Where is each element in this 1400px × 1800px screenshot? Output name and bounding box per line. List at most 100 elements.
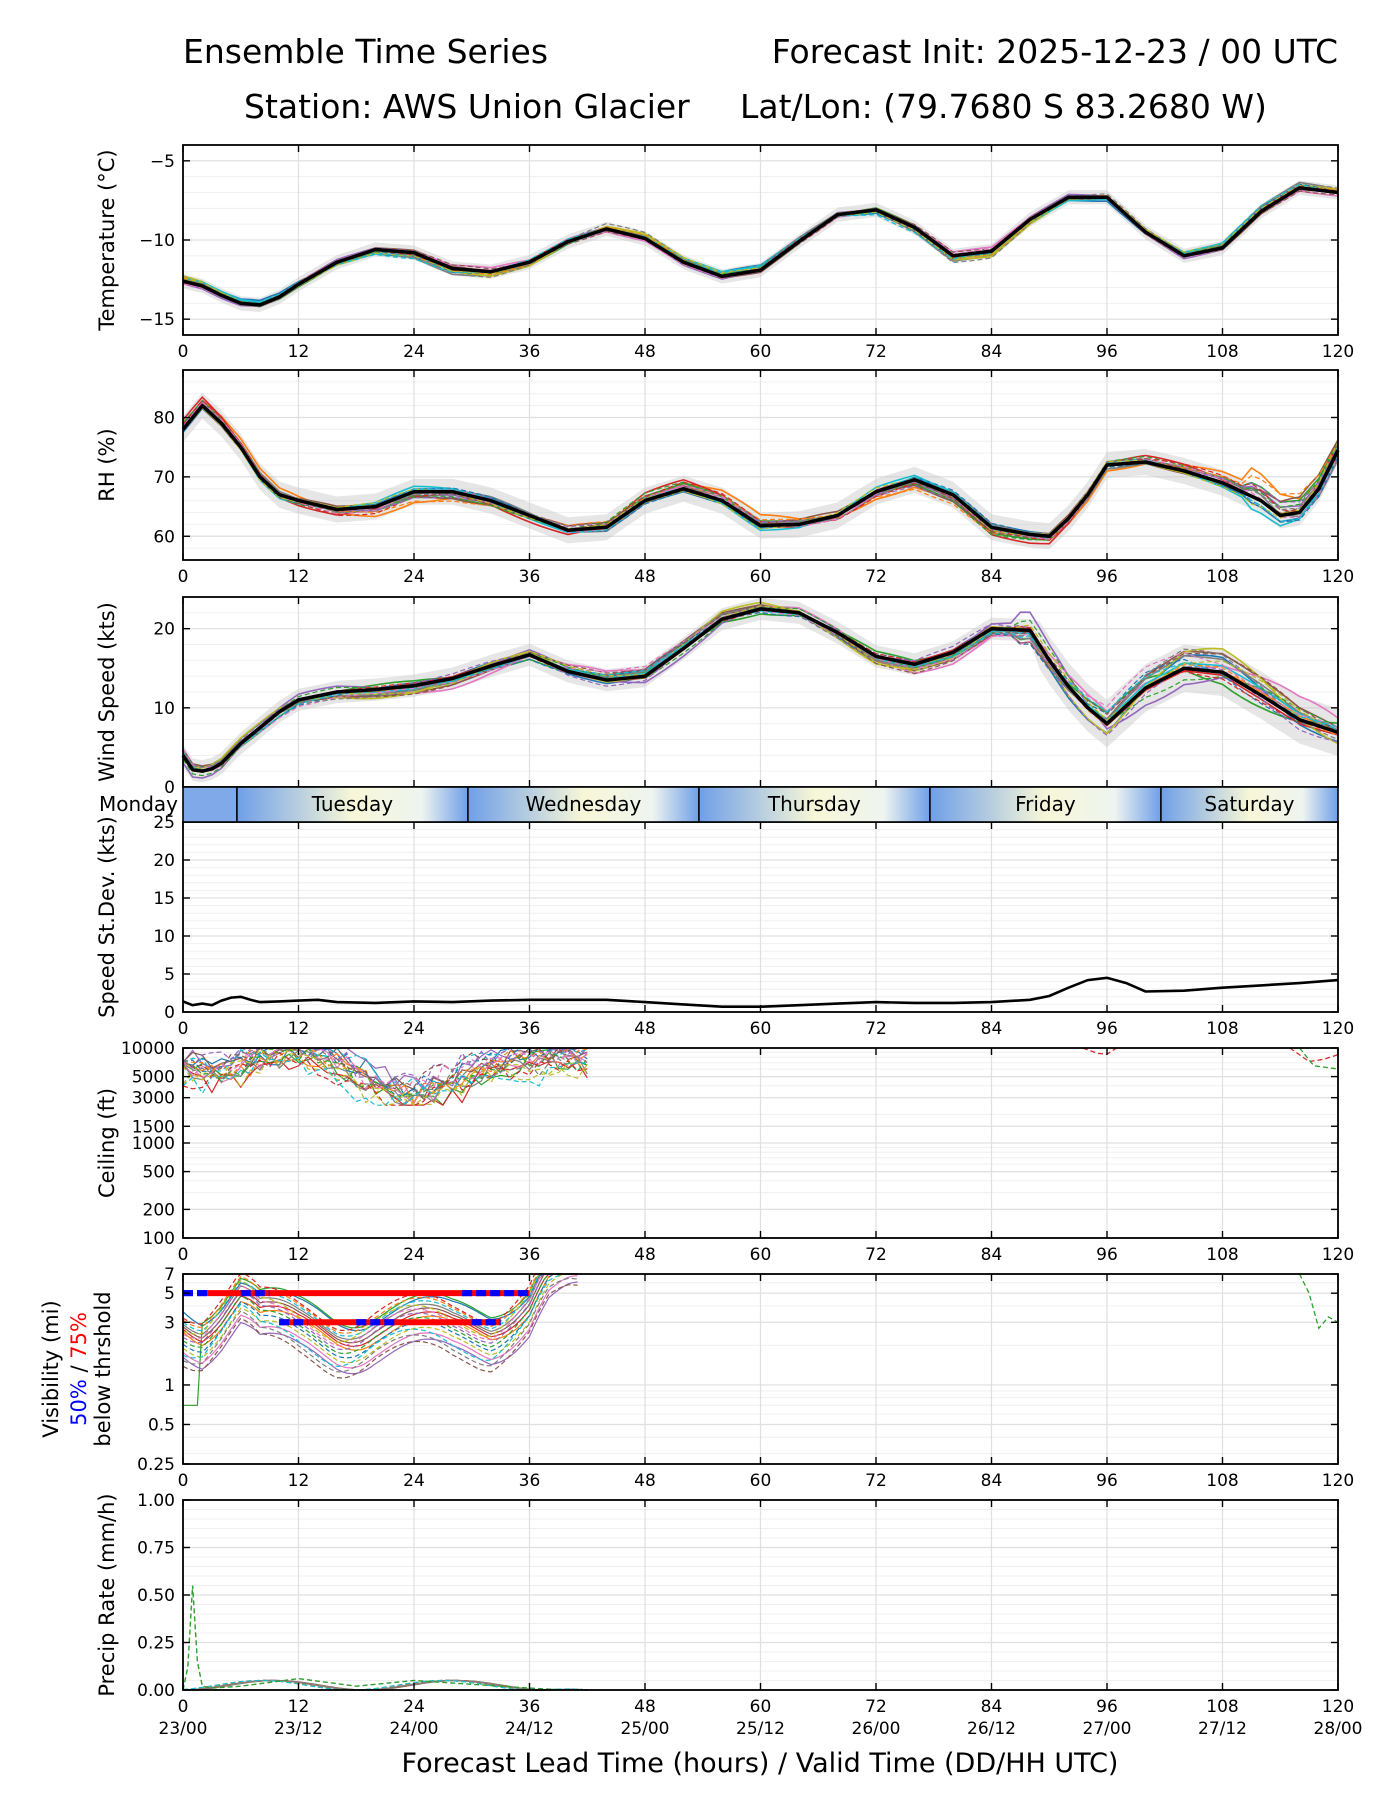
day-strip-frame	[182, 786, 1339, 823]
ceiling-member-line	[182, 1053, 588, 1106]
ceiling-x-tick-label: 60	[750, 1245, 772, 1265]
ceiling-x-tick-label: 84	[981, 1245, 1003, 1265]
speed_stdev-x-tick-label: 96	[1096, 1019, 1118, 1039]
ceiling-member-line	[182, 1047, 588, 1090]
visibility-member-line	[182, 1273, 578, 1334]
rh-x-tick-label: 48	[634, 567, 656, 587]
rh-member-line	[182, 405, 1339, 537]
station-label: Station: AWS Union Glacier	[244, 87, 690, 126]
rh-x-tick-label: 120	[1322, 567, 1354, 587]
panel-wind_speed	[181, 596, 1339, 788]
rh-member-line	[182, 399, 1339, 541]
rh-y-tick-label: 60	[153, 527, 175, 547]
precip-x-tick-label: 60	[750, 1697, 772, 1717]
precip-x-tick-label: 12	[288, 1697, 310, 1717]
visibility-threshold-caption: below thrshold	[91, 1291, 115, 1446]
visibility-y-tick-label: 3	[164, 1313, 175, 1333]
precip-x-tick-label: 120	[1322, 1697, 1354, 1717]
visibility-x-tick-label: 36	[519, 1471, 541, 1491]
latlon-label: Lat/Lon: (79.7680 S 83.2680 W)	[740, 87, 1267, 126]
ceiling-x-tick-label: 48	[634, 1245, 656, 1265]
wind_speed-y-tick-label: 0	[164, 778, 175, 798]
temperature-x-tick-label: 120	[1322, 342, 1354, 362]
ceiling-x-tick-label: 36	[519, 1245, 541, 1265]
ceiling-member-line	[1082, 1047, 1117, 1055]
visibility-member-line	[182, 1273, 578, 1347]
rh-y-tick-label: 70	[153, 468, 175, 488]
valid-time-label: 27/12	[1198, 1719, 1247, 1739]
visibility-x-tick-label: 12	[288, 1471, 310, 1491]
ceiling-member-line	[1289, 1047, 1339, 1063]
day-segment	[236, 787, 468, 822]
speed_stdev-x-tick-label: 0	[178, 1019, 189, 1039]
visibility-y-tick-label: 5	[164, 1284, 175, 1304]
temperature-member-line	[182, 185, 1339, 305]
visibility-member-line	[182, 1273, 578, 1359]
rh-y-tick-label: 80	[153, 409, 175, 429]
visibility-x-tick-label: 72	[865, 1471, 887, 1491]
wind_speed-y-label: Wind Speed (kts)	[95, 602, 119, 782]
precip-x-tick-label: 84	[981, 1697, 1003, 1717]
ceiling-member-line	[182, 1047, 588, 1097]
visibility-member-line	[182, 1284, 578, 1379]
ceiling-member-line	[182, 1046, 588, 1098]
temperature-y-tick-label: −10	[139, 231, 175, 251]
day-strip	[182, 786, 1339, 823]
precip-y-tick-label: 0.25	[137, 1634, 175, 1654]
precip-x-tick-label: 96	[1096, 1697, 1118, 1717]
panel-ceiling	[182, 1046, 1339, 1239]
speed_stdev-x-tick-label: 60	[750, 1019, 772, 1039]
speed_stdev-x-tick-label: 48	[634, 1019, 656, 1039]
rh-x-tick-label: 72	[865, 567, 887, 587]
rh-x-tick-label: 60	[750, 567, 772, 587]
ceiling-member-line	[182, 1047, 588, 1105]
ceiling-y-tick-label: 500	[143, 1163, 175, 1183]
wind_speed-member-line	[182, 606, 1339, 769]
precip-peak-line	[182, 1585, 569, 1691]
speed_stdev-x-tick-label: 36	[519, 1019, 541, 1039]
visibility-x-tick-label: 60	[750, 1471, 772, 1491]
wind_speed-y-tick-label: 20	[153, 620, 175, 640]
ceiling-x-tick-label: 24	[403, 1245, 425, 1265]
precip-y-tick-label: 0.00	[137, 1681, 175, 1701]
precip-x-tick-label: 108	[1206, 1697, 1238, 1717]
day-label-monday: Monday	[99, 792, 178, 816]
visibility-y-tick-label: 0.25	[137, 1455, 175, 1475]
rh-x-tick-label: 12	[288, 567, 310, 587]
visibility-member-line	[183, 1273, 578, 1406]
valid-time-label: 27/00	[1083, 1719, 1132, 1739]
ceiling-member-line	[182, 1047, 588, 1106]
visibility-x-tick-label: 0	[178, 1471, 189, 1491]
day-segment	[1160, 787, 1338, 822]
speed_stdev-y-tick-label: 0	[164, 1003, 175, 1023]
day-label: Thursday	[767, 792, 861, 816]
x-axis-label: Forecast Lead Time (hours) / Valid Time …	[402, 1748, 1119, 1779]
rh-y-label: RH (%)	[95, 428, 119, 501]
day-segment	[929, 787, 1161, 822]
day-segment	[698, 787, 930, 822]
temperature-spread-band	[183, 180, 1338, 312]
ceiling-x-tick-label: 120	[1322, 1245, 1354, 1265]
precip-x-tick-label: 24	[403, 1697, 425, 1717]
legend-75pct: 75%	[67, 1312, 91, 1359]
ceiling-y-tick-label: 1500	[132, 1117, 175, 1137]
speed_stdev-x-tick-label: 84	[981, 1019, 1003, 1039]
ceiling-x-tick-label: 96	[1096, 1245, 1118, 1265]
ceiling-member-line	[182, 1049, 588, 1106]
temperature-x-tick-label: 108	[1206, 342, 1238, 362]
valid-time-label: 25/12	[736, 1719, 785, 1739]
speed_stdev-y-tick-label: 5	[164, 965, 175, 985]
valid-time-label: 24/12	[505, 1719, 554, 1739]
visibility-member-line	[182, 1273, 578, 1351]
ceiling-x-tick-label: 72	[865, 1245, 887, 1265]
day-label: Wednesday	[526, 792, 642, 816]
speed_stdev-y-tick-label: 10	[153, 927, 175, 947]
temperature-y-tick-label: −15	[139, 310, 175, 330]
precip-y-tick-label: 0.75	[137, 1539, 175, 1559]
visibility-member-line	[182, 1273, 578, 1364]
visibility-x-tick-label: 48	[634, 1471, 656, 1491]
visibility-x-tick-label: 96	[1096, 1471, 1118, 1491]
rh-mean-line	[181, 403, 1340, 539]
visibility-member-line	[1298, 1273, 1339, 1330]
